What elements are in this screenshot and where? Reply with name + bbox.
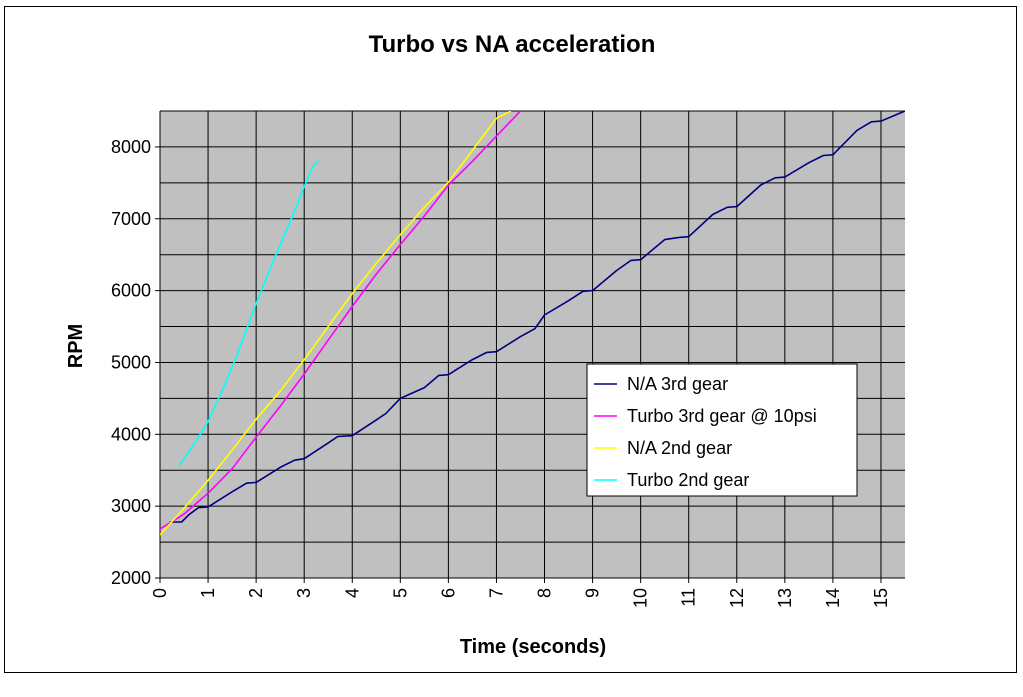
x-tick-label: 7	[486, 588, 506, 598]
x-tick-label: 12	[727, 588, 747, 608]
x-tick-label: 15	[871, 588, 891, 608]
series-line-2	[160, 111, 522, 530]
x-axis-title: Time (seconds)	[460, 636, 606, 658]
series-line-3	[160, 111, 512, 536]
legend-label: N/A 3rd gear	[627, 374, 728, 394]
y-tick-label: 5000	[111, 352, 151, 372]
y-tick-label: 6000	[111, 281, 151, 301]
x-tick-label: 6	[438, 588, 458, 598]
x-tick-label: 9	[583, 588, 603, 598]
x-tick-label: 0	[150, 588, 170, 598]
plot-background	[160, 111, 905, 578]
series-line-1	[169, 111, 905, 523]
x-tick-label: 13	[775, 588, 795, 608]
x-tick-label: 11	[679, 588, 699, 607]
y-tick-label: 8000	[111, 137, 151, 157]
legend-label: Turbo 3rd gear @ 10psi	[627, 406, 817, 426]
x-tick-label: 8	[535, 588, 555, 598]
series-line-4	[178, 160, 320, 467]
x-tick-label: 4	[342, 588, 362, 598]
legend-box	[586, 363, 858, 497]
chart-title: Turbo vs NA acceleration	[369, 31, 656, 58]
y-tick-label: 3000	[111, 496, 151, 516]
x-tick-label: 2	[246, 588, 266, 598]
legend-label: Turbo 2nd gear	[627, 470, 749, 490]
legend-label: N/A 2nd gear	[627, 438, 732, 458]
legend: N/A 3rd gear Turbo 3rd gear @ 10psi N/A 2n…	[586, 363, 858, 497]
y-tick-label: 2000	[111, 568, 151, 588]
x-tick-label: 10	[631, 588, 651, 608]
x-tick-label: 14	[823, 588, 843, 608]
x-tick-label: 3	[294, 588, 314, 598]
x-tick-label: 5	[390, 588, 410, 598]
y-tick-label: 4000	[111, 424, 151, 444]
y-axis-title: RPM	[65, 324, 87, 368]
x-tick-label: 1	[198, 588, 218, 598]
y-tick-label: 7000	[111, 209, 151, 229]
